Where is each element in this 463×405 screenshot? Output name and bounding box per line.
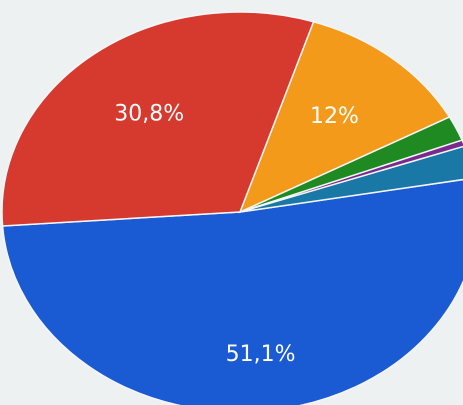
pie-slice-0	[1, 178, 463, 405]
pie-slice-label-5: 30,8%	[114, 101, 184, 126]
pie-slice-label-0: 51,1%	[226, 342, 296, 367]
pie-slice-4	[238, 20, 451, 214]
pie-slice-5	[1, 11, 315, 227]
pie-slice-label-4: 12%	[310, 104, 359, 129]
